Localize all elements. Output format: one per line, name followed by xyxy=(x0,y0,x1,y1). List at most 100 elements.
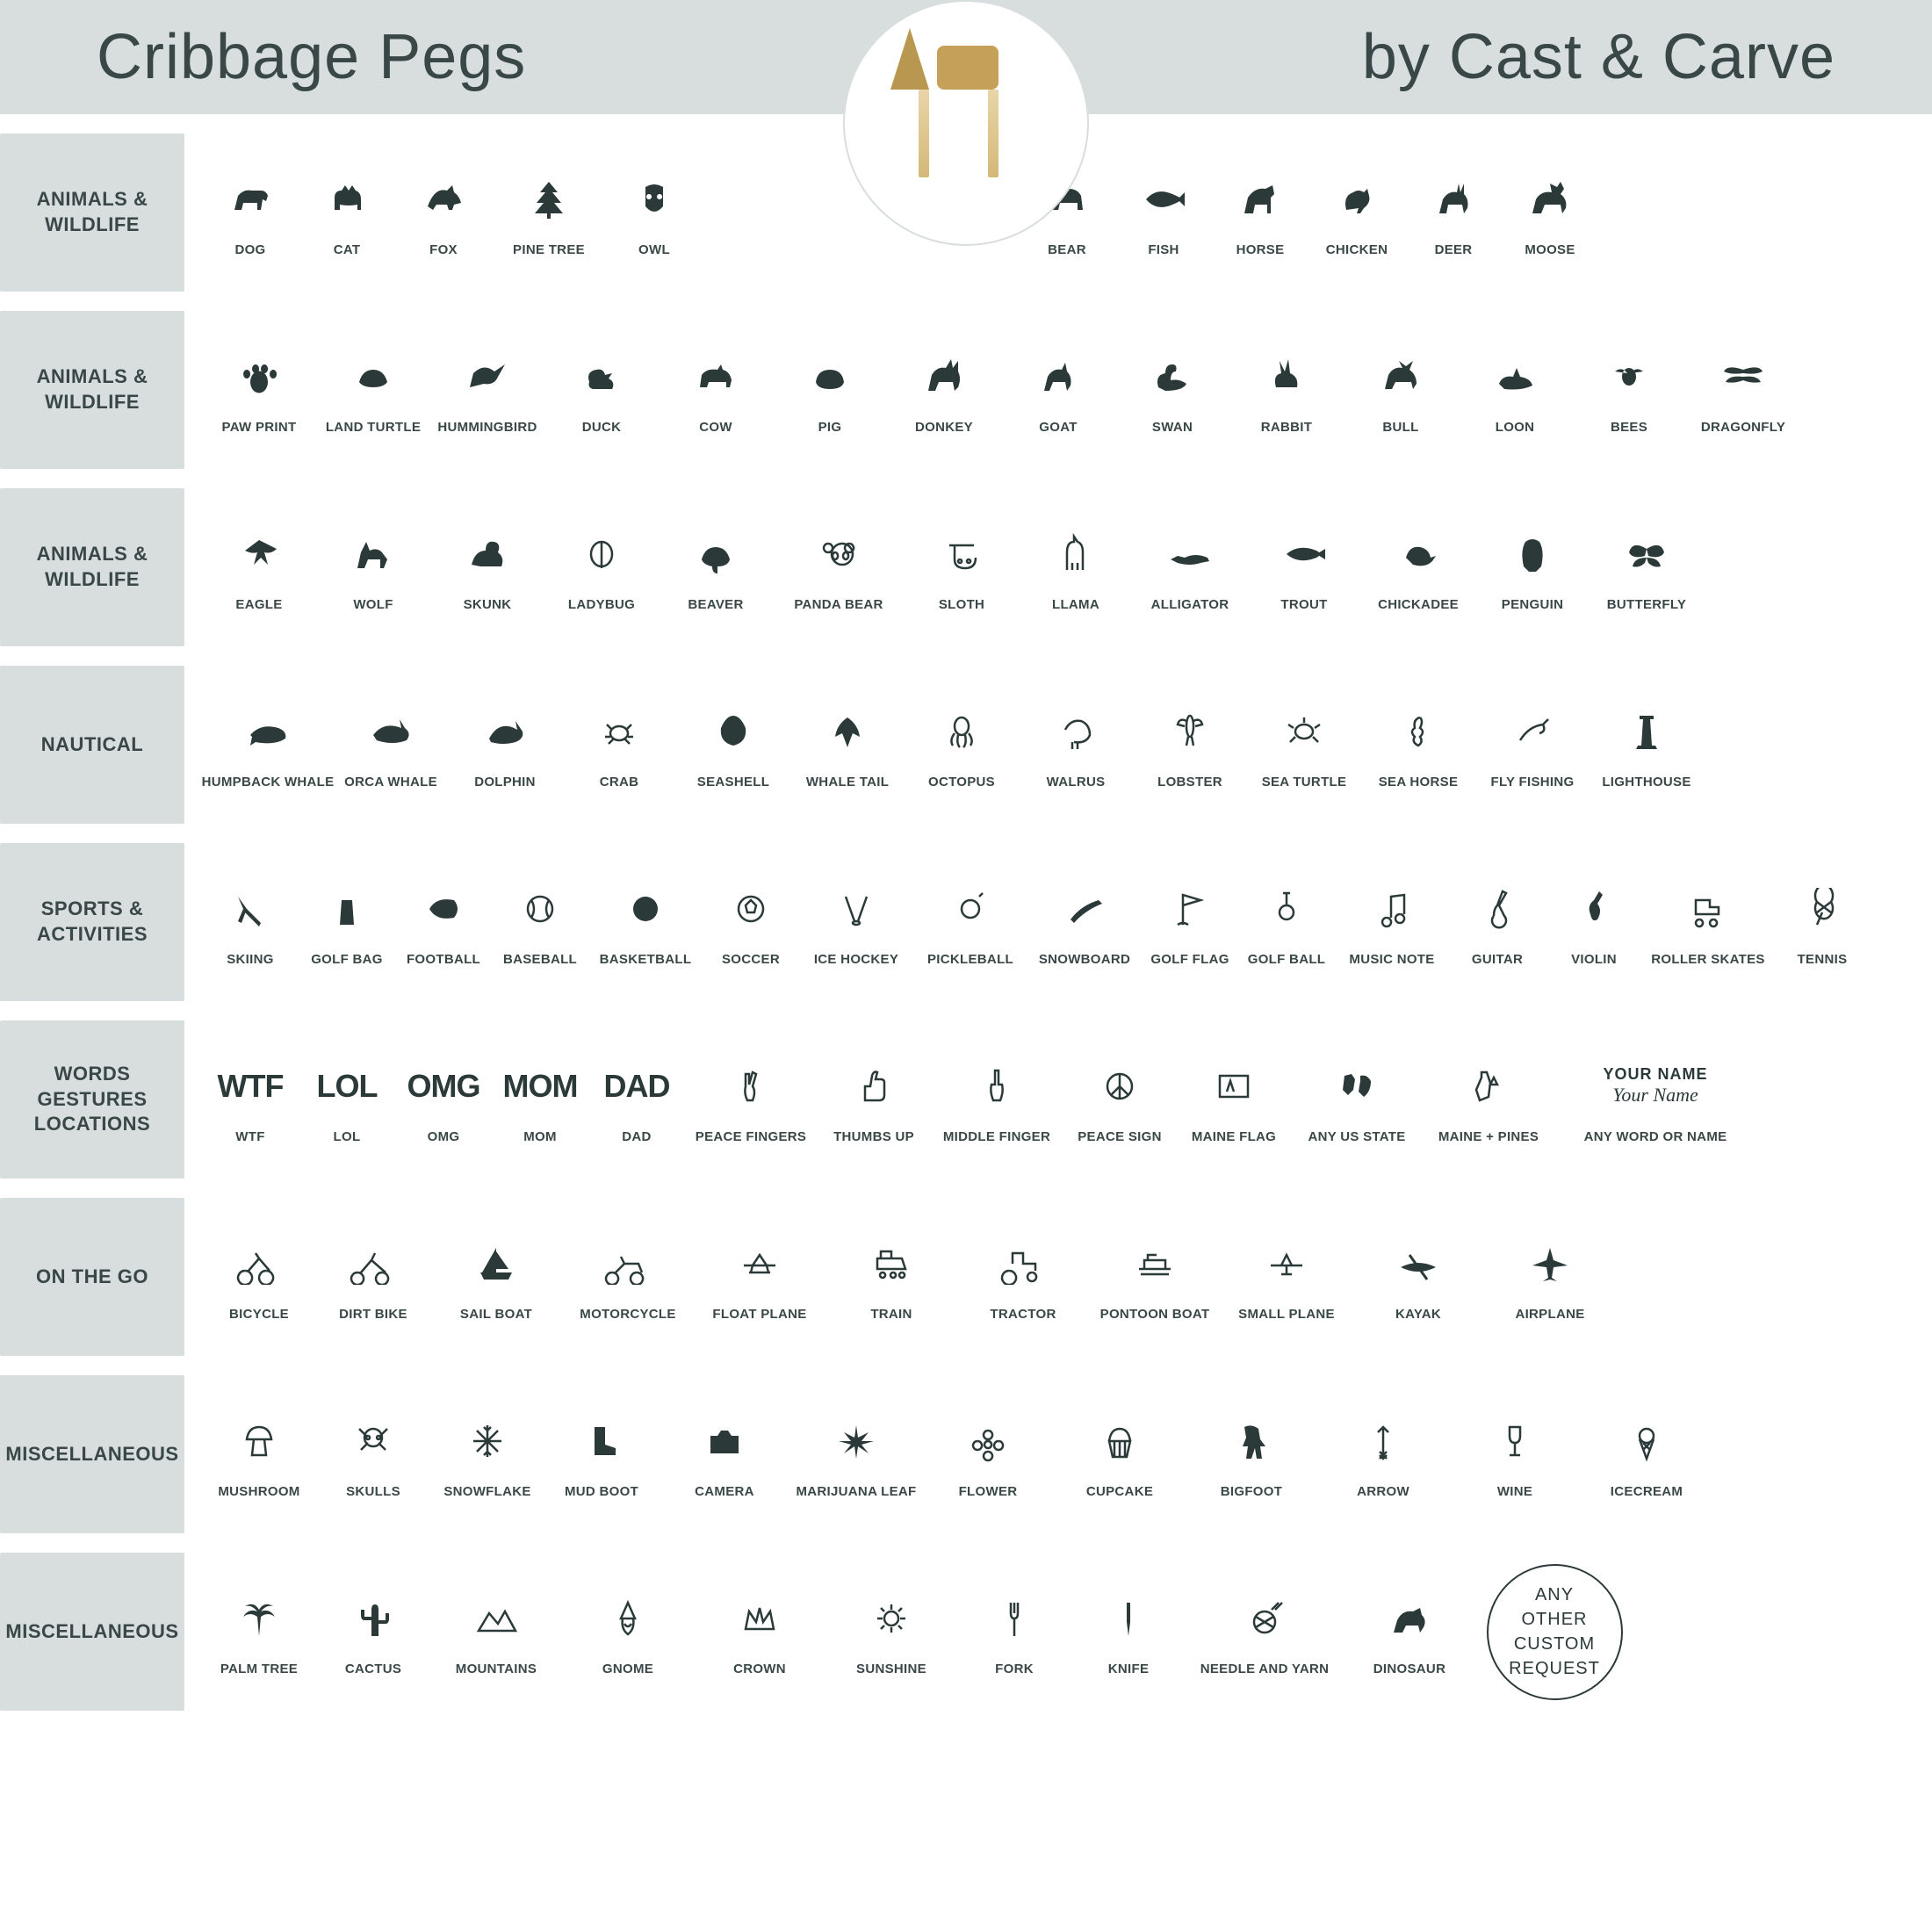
peacesign-icon xyxy=(1095,1056,1144,1117)
peg-item: DEER xyxy=(1405,169,1502,257)
peg-item: SWAN xyxy=(1115,346,1229,435)
peg-item: ORCA WHALE xyxy=(334,701,448,789)
bee-icon xyxy=(1604,346,1654,407)
trout-icon xyxy=(1280,523,1329,585)
peg-label: DEER xyxy=(1435,242,1473,257)
peg-label: ICE HOCKEY xyxy=(814,952,898,967)
peg-label: WINE xyxy=(1497,1484,1532,1499)
row-items: SKIING GOLF BAG FOOTBALL BASEBALL BASKET… xyxy=(184,843,1932,1001)
moto-icon xyxy=(603,1233,652,1294)
peg-item: PIG xyxy=(773,346,887,435)
bull-icon xyxy=(1376,346,1425,407)
chickadee-icon xyxy=(1394,523,1443,585)
fish-icon xyxy=(1139,169,1188,230)
peg-item: CAMERA xyxy=(659,1410,790,1499)
tail-icon xyxy=(823,701,872,762)
peg-label: CHICKEN xyxy=(1326,242,1388,257)
peg-label: WOLF xyxy=(353,597,393,612)
category-row: WORDS GESTURES LOCATIONS WTF WTF LOL LOL… xyxy=(0,1020,1932,1179)
peg-label: SMALL PLANE xyxy=(1238,1307,1335,1322)
duck-icon xyxy=(577,346,626,407)
peg-label: FORK xyxy=(995,1662,1034,1676)
peg-item: PENGUIN xyxy=(1475,523,1590,612)
peg-item: AIRPLANE xyxy=(1484,1233,1616,1322)
donkey-icon xyxy=(919,346,969,407)
row-items: BICYCLE DIRT BIKE SAIL BOAT MOTORCYCLE F… xyxy=(184,1198,1932,1356)
peg-item: ALLIGATOR xyxy=(1133,523,1247,612)
peg-label: SAIL BOAT xyxy=(460,1307,532,1322)
peg-item: BASEBALL xyxy=(492,878,588,967)
title: Cribbage Pegs xyxy=(97,21,526,93)
peg-label: FISH xyxy=(1148,242,1179,257)
peg-item: DINOSAUR xyxy=(1344,1588,1475,1676)
header: Cribbage Pegs by Cast & Carve xyxy=(0,0,1932,114)
pontoon-icon xyxy=(1130,1233,1179,1294)
peg-label: ROLLER SKATES xyxy=(1651,952,1764,967)
turtle-icon xyxy=(349,346,398,407)
sloth-icon xyxy=(937,523,986,585)
hockey-icon xyxy=(832,878,881,940)
flyfish-icon xyxy=(1508,701,1557,762)
lighthouse-icon xyxy=(1622,701,1671,762)
peg-item: ROLLER SKATES xyxy=(1642,878,1774,967)
peg-label: GOLF FLAG xyxy=(1150,952,1229,967)
peg-item: CUPCAKE xyxy=(1054,1410,1186,1499)
peg-item: TENNIS xyxy=(1774,878,1871,967)
eagle-icon xyxy=(234,523,284,585)
peg-label: CROWN xyxy=(733,1662,786,1676)
gnome-icon xyxy=(603,1588,652,1649)
row-items: HUMPBACK WHALE ORCA WHALE DOLPHIN CRAB S… xyxy=(184,666,1932,824)
peg-label: LOON xyxy=(1496,420,1535,435)
peg-item: DAD DAD xyxy=(588,1056,685,1144)
soccer-icon xyxy=(726,878,775,940)
peg-label: MUD BOOT xyxy=(565,1484,638,1499)
fork-icon xyxy=(990,1588,1039,1649)
whale-icon xyxy=(243,701,292,762)
peg-label: WHALE TAIL xyxy=(806,775,889,789)
peg-label: LAND TURTLE xyxy=(326,420,421,435)
peg-item: SOCCER xyxy=(703,878,799,967)
peg-label: DRAGONFLY xyxy=(1701,420,1785,435)
peg-item: BEAVER xyxy=(659,523,773,612)
cactus-icon xyxy=(349,1588,398,1649)
peg-item: MIDDLE FINGER xyxy=(931,1056,1063,1144)
peg-label: KNIFE xyxy=(1108,1662,1150,1676)
peg-label: LADYBUG xyxy=(568,597,635,612)
peg-label: BASKETBALL xyxy=(600,952,692,967)
bike-icon xyxy=(234,1233,284,1294)
peg-item: DUCK xyxy=(544,346,659,435)
peg-label: FLY FISHING xyxy=(1491,775,1575,789)
peg-item: WALRUS xyxy=(1019,701,1133,789)
category-row: MISCELLANEOUS MUSHROOM SKULLS SNOWFLAKE … xyxy=(0,1375,1932,1533)
peg-item: CROWN xyxy=(694,1588,825,1676)
leaf-icon xyxy=(832,1410,881,1472)
peg-item: WHALE TAIL xyxy=(790,701,905,789)
peg-item: MOM MOM xyxy=(492,1056,588,1144)
train-icon xyxy=(867,1233,916,1294)
peg-label: TRACTOR xyxy=(990,1307,1056,1322)
peg-label: SEASHELL xyxy=(697,775,769,789)
peg-label: CHICKADEE xyxy=(1378,597,1459,612)
peg-label: OMG xyxy=(428,1129,460,1144)
peg-label: BEES xyxy=(1611,420,1647,435)
peg-label: COW xyxy=(699,420,732,435)
peg-label: MAINE + PINES xyxy=(1438,1129,1539,1144)
knife-icon xyxy=(1104,1588,1153,1649)
peg-item: CAT xyxy=(299,169,395,257)
peg-item: MOTORCYCLE xyxy=(562,1233,694,1322)
loon-icon xyxy=(1490,346,1539,407)
peg-item: SLOTH xyxy=(905,523,1019,612)
word-icon: LOL xyxy=(317,1056,378,1117)
custom-request: ANYOTHERCUSTOMREQUEST xyxy=(1475,1564,1633,1700)
peg-label: FOX xyxy=(429,242,458,257)
smallplane-icon xyxy=(1262,1233,1311,1294)
peg-label: FLOAT PLANE xyxy=(712,1307,806,1322)
peg-item: PINE TREE xyxy=(492,169,606,257)
peg-item: SEA TURTLE xyxy=(1247,701,1361,789)
peg-label: GOAT xyxy=(1039,420,1077,435)
row-label: MISCELLANEOUS xyxy=(0,1553,184,1711)
crab-icon xyxy=(595,701,644,762)
peg-item: MAINE FLAG xyxy=(1177,1056,1291,1144)
peg-label: MUSIC NOTE xyxy=(1349,952,1434,967)
peg-item: MUD BOOT xyxy=(544,1410,659,1499)
